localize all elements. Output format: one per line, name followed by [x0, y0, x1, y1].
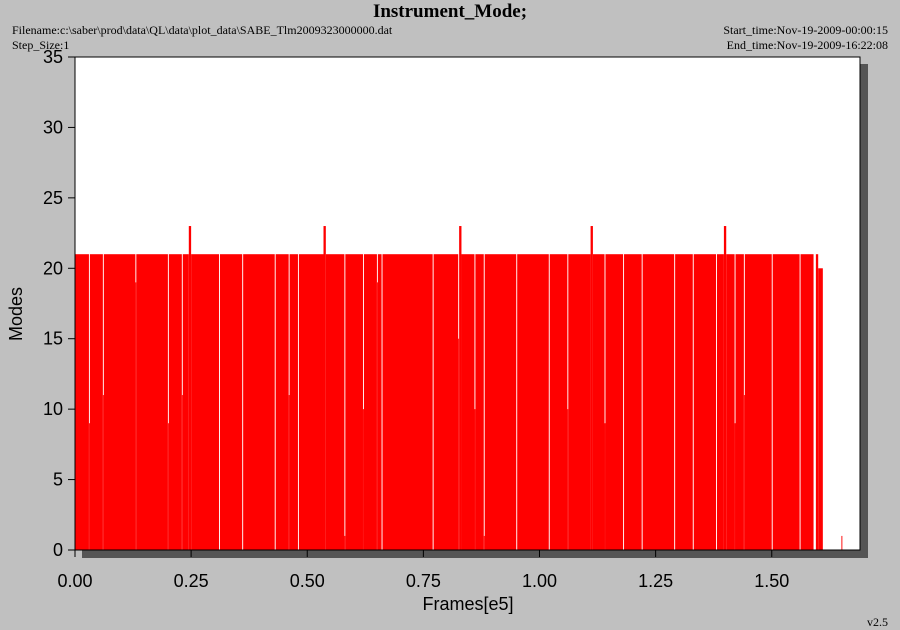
step-segment	[188, 226, 192, 550]
step-segment	[549, 254, 568, 550]
step-segment	[298, 254, 324, 550]
step-segment	[323, 226, 326, 550]
x-tick-label: 0.75	[406, 571, 441, 591]
step-segment	[458, 338, 460, 550]
step-segment	[716, 254, 724, 550]
marks	[75, 226, 843, 550]
step-segment	[517, 254, 549, 550]
x-tick-label: 0.00	[57, 571, 92, 591]
x-tick-label: 1.25	[638, 571, 673, 591]
step-segment	[567, 409, 569, 550]
step-segment	[243, 254, 275, 550]
x-tick-label: 0.25	[174, 571, 209, 591]
step-segment	[484, 254, 517, 550]
step-segment	[841, 535, 843, 550]
step-segment	[693, 254, 717, 550]
step-segment	[642, 254, 675, 550]
step-segment	[325, 254, 345, 550]
step-segment	[275, 254, 289, 550]
step-segment	[772, 254, 800, 550]
step-segment	[182, 254, 189, 550]
step-segment	[605, 254, 624, 550]
chart-title: Instrument_Mode;	[373, 1, 527, 22]
y-tick-label: 15	[43, 329, 63, 349]
end-time: End_time:Nov-19-2009-16:22:08	[727, 38, 888, 52]
step-segment	[168, 254, 182, 550]
y-tick-label: 30	[43, 117, 63, 137]
step-segment	[475, 254, 484, 550]
version: v2.5	[867, 615, 888, 629]
step-segment	[219, 254, 243, 550]
step-segment	[89, 254, 103, 550]
y-tick-label: 35	[43, 47, 63, 67]
step-segment	[167, 423, 169, 550]
step-segment	[377, 254, 382, 550]
step-segment	[461, 254, 475, 550]
step-segment	[624, 254, 642, 550]
x-tick-label: 0.50	[290, 571, 325, 591]
start-time: Start_time:Nov-19-2009-00:00:15	[723, 23, 888, 37]
filename: Filename:c:\saber\prod\data\QL\data\plot…	[12, 23, 393, 37]
step-segment	[75, 254, 89, 550]
y-tick-label: 0	[53, 540, 63, 560]
y-tick-label: 25	[43, 188, 63, 208]
step-segment	[675, 254, 693, 550]
step-segment	[568, 254, 591, 550]
step-segment	[483, 535, 485, 550]
x-axis-label: Frames[e5]	[422, 594, 513, 614]
step-segment	[288, 395, 290, 550]
step-segment	[135, 282, 137, 550]
step-segment	[743, 395, 745, 550]
step-segment	[191, 254, 219, 550]
step-segment	[102, 395, 104, 550]
step-segment	[474, 409, 476, 550]
step-size: Step_Size:1	[12, 38, 69, 52]
step-segment	[590, 226, 593, 550]
step-segment	[433, 254, 459, 550]
step-segment	[726, 254, 735, 550]
y-tick-label: 20	[43, 258, 63, 278]
step-segment	[744, 254, 772, 550]
step-segment	[289, 254, 298, 550]
step-segment	[592, 254, 605, 550]
y-tick-label: 5	[53, 470, 63, 490]
x-tick-label: 1.50	[754, 571, 789, 591]
step-segment	[345, 254, 363, 550]
step-segment	[734, 423, 736, 550]
step-segment	[735, 254, 744, 550]
y-axis-label: Modes	[6, 287, 26, 341]
step-segment	[382, 254, 433, 550]
step-segment	[136, 254, 168, 550]
step-segment	[818, 268, 823, 550]
step-segment	[363, 254, 377, 550]
step-segment	[376, 282, 378, 550]
step-segment	[103, 254, 136, 550]
step-segment	[181, 395, 183, 550]
step-segment	[604, 423, 606, 550]
step-segment	[815, 254, 819, 550]
step-segment	[800, 254, 814, 550]
step-segment	[88, 423, 90, 550]
y-tick-label: 10	[43, 399, 63, 419]
step-segment	[723, 226, 727, 550]
step-segment	[344, 535, 346, 550]
step-segment	[362, 409, 364, 550]
x-tick-label: 1.00	[522, 571, 557, 591]
step-segment	[459, 226, 462, 550]
